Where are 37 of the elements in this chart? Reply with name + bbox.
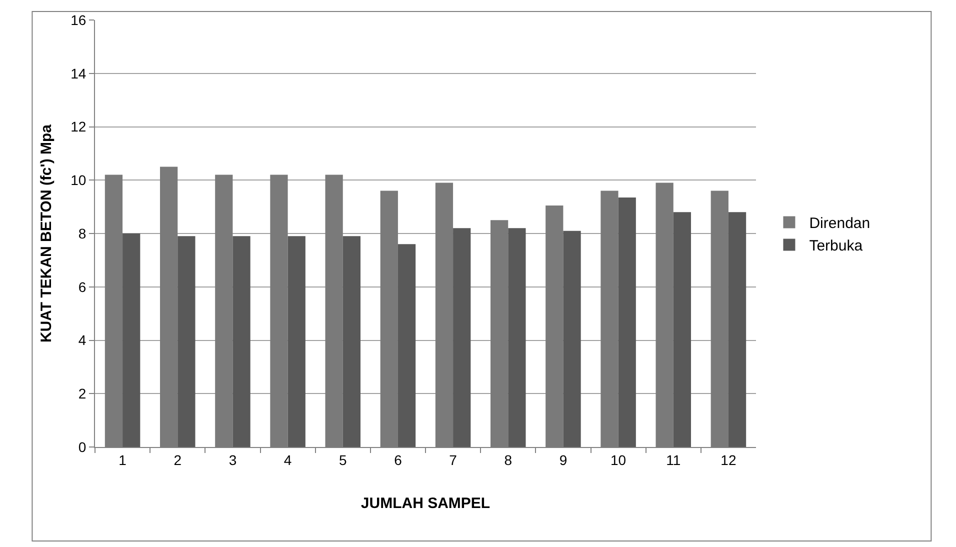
bar	[673, 212, 691, 447]
bar	[342, 236, 360, 447]
y-tick-label: 0	[78, 438, 86, 455]
legend-label: Terbuka	[809, 238, 864, 255]
x-tick-label: 9	[559, 452, 568, 468]
bar	[618, 197, 636, 447]
x-axis-title: JUMLAH SAMPEL	[360, 494, 490, 512]
x-tick-label: 8	[504, 452, 512, 468]
x-tick-label: 6	[394, 452, 402, 468]
bar	[232, 236, 250, 447]
x-tick-label: 10	[610, 452, 626, 468]
x-tick-label: 12	[720, 452, 736, 468]
x-tick-label: 11	[666, 452, 681, 468]
bar	[178, 236, 196, 447]
x-tick-label: 3	[228, 452, 237, 468]
y-tick-label: 4	[78, 332, 86, 348]
bar	[563, 230, 581, 447]
y-tick-label: 14	[70, 65, 86, 82]
x-tick-label: 2	[174, 452, 182, 468]
x-tick-label: 1	[118, 452, 127, 468]
y-axis-title: KUAT TEKAN BETON (fc') Mpa	[38, 124, 55, 343]
x-tick-label: 5	[338, 452, 347, 468]
y-tick-label: 2	[78, 386, 86, 402]
bar	[728, 212, 746, 447]
y-tick-label: 6	[78, 278, 86, 295]
x-tick-label: 4	[284, 452, 292, 468]
y-tick-label: 10	[70, 172, 86, 188]
bar	[508, 228, 526, 447]
bar	[288, 236, 306, 447]
x-tick-label: 7	[449, 452, 458, 468]
y-tick-label: 8	[78, 225, 86, 242]
y-tick-label: 12	[70, 118, 86, 135]
bar	[122, 234, 140, 447]
bar	[453, 228, 471, 447]
legend-label: Direndan	[809, 215, 870, 232]
bar	[398, 244, 416, 447]
y-tick-label: 16	[70, 12, 86, 28]
